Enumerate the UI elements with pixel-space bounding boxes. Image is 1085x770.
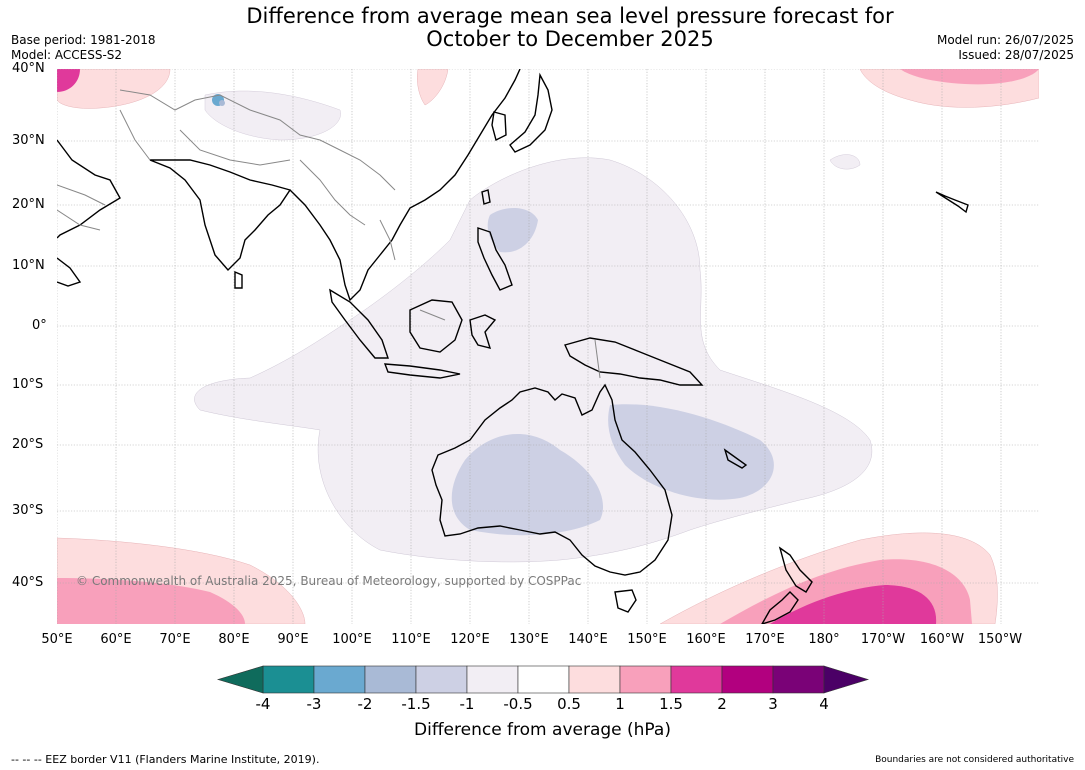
copyright-credit: © Commonwealth of Australia 2025, Bureau… xyxy=(76,574,581,588)
colorbar-swatch xyxy=(569,666,620,693)
lon-label: 60°E xyxy=(100,632,131,647)
colorbar-swatch xyxy=(722,666,773,693)
colorbar-swatch xyxy=(365,666,416,693)
colorbar-tick-label: 1.5 xyxy=(659,695,683,713)
colorbar-swatch xyxy=(467,666,518,693)
lon-label: 50°E xyxy=(41,632,72,647)
colorbar-swatch xyxy=(416,666,467,693)
lat-label: 30°N xyxy=(12,133,45,148)
lat-label: 30°S xyxy=(12,503,43,518)
lon-label: 160°W xyxy=(920,632,964,647)
lon-label: 150°W xyxy=(978,632,1022,647)
colorbar-tick-label: -0.5 xyxy=(503,695,532,713)
colorbar-tick-label: -4 xyxy=(256,695,271,713)
lon-label: 150°E xyxy=(627,632,667,647)
lat-label: 10°S xyxy=(12,377,43,392)
pressure-anomaly-map xyxy=(0,0,1085,770)
colorbar-swatch xyxy=(620,666,671,693)
lat-label: 20°S xyxy=(12,437,43,452)
colorbar-swatch xyxy=(263,666,314,693)
colorbar-title: Difference from average (hPa) xyxy=(0,720,1085,740)
colorbar-low-extension xyxy=(218,666,263,693)
lat-label: 40°S xyxy=(12,575,43,590)
colorbar-swatch xyxy=(518,666,569,693)
colorbar-tick-label: 4 xyxy=(819,695,829,713)
lon-label: 180° xyxy=(808,632,839,647)
colorbar xyxy=(218,666,868,693)
colorbar-tick-label: -1 xyxy=(460,695,475,713)
lat-label: 0° xyxy=(32,318,47,333)
lon-label: 170°E xyxy=(745,632,785,647)
lon-label: 90°E xyxy=(277,632,308,647)
colorbar-high-extension xyxy=(824,666,868,693)
lat-label: 10°N xyxy=(12,258,45,273)
colorbar-tick-label: -1.5 xyxy=(401,695,430,713)
colorbar-swatch xyxy=(314,666,365,693)
colorbar-tick-label: -3 xyxy=(307,695,322,713)
colorbar-swatch xyxy=(773,666,824,693)
lon-label: 140°E xyxy=(568,632,608,647)
colorbar-tick-label: 2 xyxy=(717,695,727,713)
lon-label: 100°E xyxy=(332,632,372,647)
lon-label: 130°E xyxy=(509,632,549,647)
lon-label: 70°E xyxy=(159,632,190,647)
colorbar-tick-label: 1 xyxy=(615,695,625,713)
lat-label: 40°N xyxy=(12,61,45,76)
lon-label: 170°W xyxy=(861,632,905,647)
lon-label: 80°E xyxy=(218,632,249,647)
colorbar-tick-label: -2 xyxy=(358,695,373,713)
colorbar-tick-label: 0.5 xyxy=(557,695,581,713)
lat-label: 20°N xyxy=(12,197,45,212)
eez-border-note: -- -- -- EEZ border V11 (Flanders Marine… xyxy=(11,753,319,766)
boundaries-disclaimer: Boundaries are not considered authoritat… xyxy=(875,755,1074,765)
lon-label: 120°E xyxy=(450,632,490,647)
lon-label: 160°E xyxy=(686,632,726,647)
lon-label: 110°E xyxy=(391,632,431,647)
colorbar-swatch xyxy=(671,666,722,693)
colorbar-tick-label: 3 xyxy=(768,695,778,713)
